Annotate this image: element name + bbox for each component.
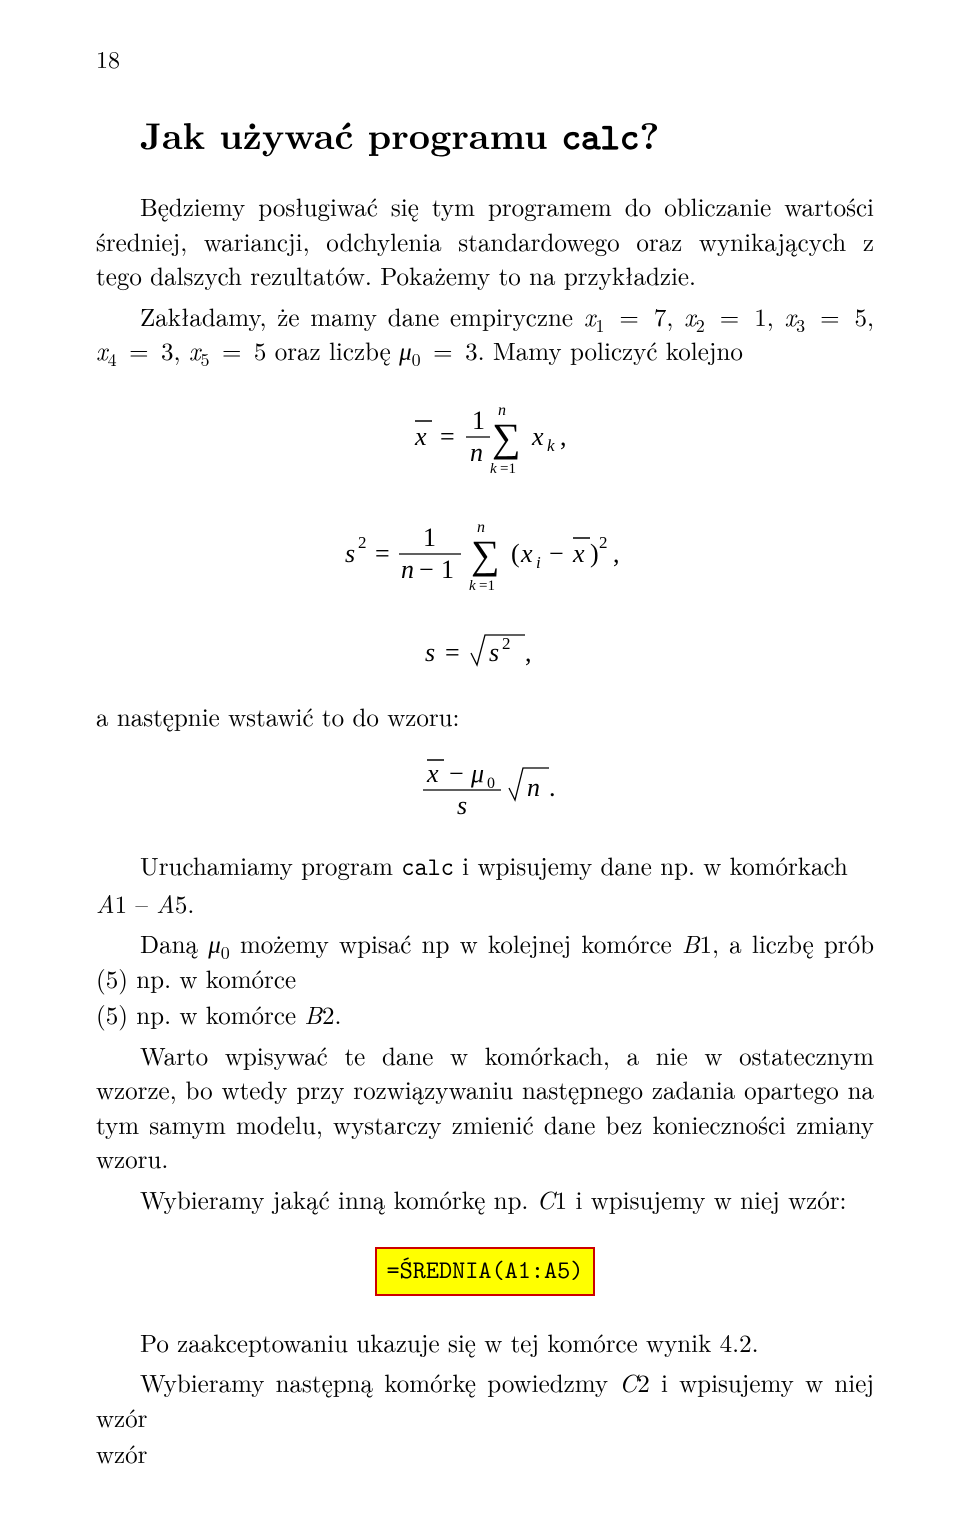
paragraph-3: a następnie wstawić to do wzoru: — [96, 700, 874, 735]
p2-text-a: Zakładamy, że mamy dane empiryczne — [140, 299, 584, 334]
paragraph-6: Warto wpisywać te dane w komórkach, a ni… — [96, 1039, 874, 1177]
svg-text:(: ( — [511, 539, 520, 568]
page-number: 18 — [96, 42, 120, 75]
svg-text:.: . — [549, 773, 556, 802]
page-title: Jak używać programu calc? — [96, 108, 874, 162]
paragraph-4-cells: A1 – A5. — [96, 887, 874, 922]
p8-text-a: Po zaakceptowaniu ukazuje się w tej komó… — [140, 1325, 720, 1360]
svg-text:,: , — [525, 638, 532, 667]
page: 18 Jak używać programu calc? Będziemy po… — [0, 0, 960, 1538]
svg-text:s: s — [457, 791, 467, 820]
svg-text:=1: =1 — [500, 461, 516, 477]
p2-text-b: oraz liczbę — [266, 333, 399, 368]
p2-text-c: . Mamy policzyć kolejno — [478, 333, 743, 368]
p5b-text: (5) np. w komórce B2. — [96, 997, 341, 1032]
equation-mean: x = 1 n n ∑ k =1 x k , — [96, 387, 874, 482]
svg-text:1: 1 — [472, 406, 485, 435]
paragraph-9b: wzór — [96, 1437, 874, 1472]
paragraph-4: Uruchamiamy program calc i wpisujemy dan… — [96, 849, 874, 885]
svg-text:s: s — [345, 539, 355, 568]
svg-text:s: s — [425, 638, 435, 667]
svg-text:2: 2 — [502, 634, 511, 653]
p5-mu0: μ0 — [208, 926, 230, 961]
svg-text:∑: ∑ — [492, 415, 521, 460]
svg-text:i: i — [536, 553, 541, 572]
svg-text:1: 1 — [423, 523, 436, 552]
paragraph-9: Wybieramy następną komórkę powiedzmy C2 … — [96, 1366, 874, 1435]
paragraph-7: Wybieramy jakąć inną komórkę np. C1 i wp… — [96, 1183, 874, 1218]
svg-text:μ: μ — [470, 759, 484, 788]
p7-c1: C1 — [537, 1182, 567, 1217]
equation-stddev: s = s 2 , — [96, 625, 874, 678]
svg-text:n: n — [470, 438, 483, 467]
svg-text:2: 2 — [358, 533, 367, 552]
p2-math-mu0: μ0 = 3 — [399, 333, 478, 368]
paragraph-5b: (5) np. w komórce B2. — [96, 998, 874, 1033]
svg-text:−: − — [419, 555, 434, 584]
p4-text-b: i wpisujemy dane np. w komórkach — [454, 848, 848, 883]
svg-text:x: x — [520, 539, 533, 568]
svg-text:−: − — [449, 759, 464, 788]
p9-text-a: Wybieramy następną komórkę powiedzmy — [140, 1365, 619, 1400]
paragraph-2: Zakładamy, że mamy dane empiryczne x1 = … — [96, 300, 874, 369]
formula-block: =ŚREDNIA(A1:A5) — [96, 1247, 874, 1296]
title-text-before: Jak używać programu — [140, 107, 562, 160]
svg-text:): ) — [590, 539, 599, 568]
svg-text:∑: ∑ — [471, 532, 500, 577]
title-text-after: ? — [639, 107, 659, 160]
svg-text:=: = — [445, 638, 460, 667]
p5-text-a: Daną — [140, 926, 208, 961]
svg-text:n: n — [527, 773, 540, 802]
svg-text:s: s — [489, 638, 499, 667]
p7-text-b: i wpisujemy w niej wzór: — [567, 1182, 846, 1217]
equation-variance: s 2 = 1 n − 1 n ∑ k =1 ( x i − x ) — [96, 504, 874, 603]
svg-text:n: n — [401, 555, 414, 584]
svg-text:=1: =1 — [479, 578, 495, 594]
formula-box: =ŚREDNIA(A1:A5) — [375, 1247, 596, 1296]
p8-result: 4.2 — [720, 1325, 752, 1360]
svg-text:k: k — [469, 578, 476, 594]
svg-text:x: x — [426, 759, 439, 788]
svg-text:2: 2 — [599, 533, 608, 552]
svg-text:=: = — [440, 422, 455, 451]
p9-c2: C2 — [619, 1365, 649, 1400]
equation-statistic: x − μ 0 s n . — [96, 752, 874, 827]
svg-text:=: = — [375, 539, 390, 568]
svg-text:k: k — [490, 461, 497, 477]
svg-text:1: 1 — [441, 555, 454, 584]
p5-text-b: możemy wpisać np w kolejnej komórce — [230, 926, 682, 961]
p4-cells: A1 – A5. — [96, 886, 194, 921]
p8-text-b: . — [752, 1325, 759, 1360]
svg-text:x: x — [414, 422, 427, 451]
paragraph-1: Będziemy posługiwać się tym programem do… — [96, 190, 874, 294]
svg-text:x: x — [531, 422, 544, 451]
svg-text:,: , — [560, 422, 567, 451]
paragraph-5: Daną μ0 możemy wpisać np w kolejnej komó… — [96, 927, 874, 996]
svg-text:x: x — [572, 539, 585, 568]
p4-code: calc — [401, 850, 454, 883]
svg-text:k: k — [547, 436, 555, 455]
svg-text:−: − — [549, 539, 564, 568]
paragraph-8: Po zaakceptowaniu ukazuje się w tej komó… — [96, 1326, 874, 1361]
title-code: calc — [562, 111, 640, 161]
svg-text:,: , — [613, 539, 620, 568]
p5-b1: B1 — [682, 926, 712, 961]
p7-text-a: Wybieramy jakąć inną komórkę np. — [140, 1182, 537, 1217]
p4-text-a: Uruchamiamy program — [140, 848, 401, 883]
